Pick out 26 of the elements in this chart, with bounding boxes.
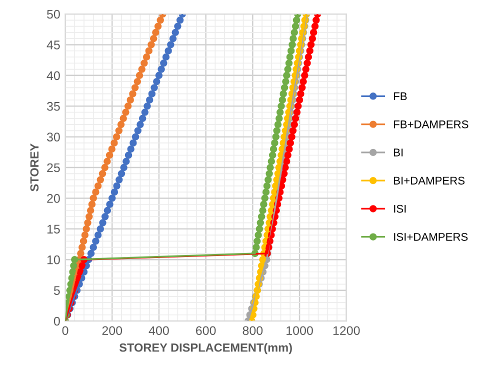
x-tick-label: 800 xyxy=(242,326,263,336)
y-axis-title: STOREY xyxy=(30,144,39,192)
legend-label: ISI xyxy=(394,204,406,213)
legend-label: FB xyxy=(394,92,407,100)
x-tick-label: 0 xyxy=(62,326,68,336)
y-tick-label: 25 xyxy=(47,163,60,172)
y-tick-label: 0 xyxy=(54,316,60,326)
y-tick-label: 45 xyxy=(46,40,60,50)
legend-label: BI xyxy=(394,148,403,156)
y-tick-label: 10 xyxy=(47,255,60,264)
x-tick-label: 600 xyxy=(196,326,216,336)
x-tick-label: 1000 xyxy=(286,326,313,336)
x-tick-label: 1200 xyxy=(333,326,360,336)
x-tick-label: 400 xyxy=(148,326,169,336)
legend-label: ISI+DAMPERS xyxy=(394,232,468,241)
x-axis-title: STOREY DISPLACEMENT(mm) xyxy=(119,343,292,354)
legend-label: BI+DAMPERS xyxy=(394,176,465,185)
legend-label: FB+DAMPERS xyxy=(394,120,468,128)
y-tick-label: 20 xyxy=(47,194,60,203)
y-tick-label: 30 xyxy=(46,132,60,142)
y-tick-label: 40 xyxy=(46,71,60,80)
y-tick-label: 35 xyxy=(46,102,60,111)
y-tick-label: 15 xyxy=(47,224,60,234)
y-tick-label: 50 xyxy=(46,10,60,19)
y-tick-label: 5 xyxy=(54,286,60,295)
x-tick-label: 200 xyxy=(102,326,122,336)
